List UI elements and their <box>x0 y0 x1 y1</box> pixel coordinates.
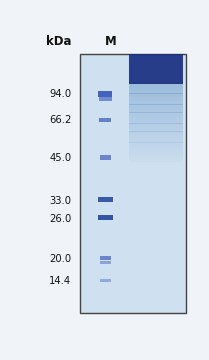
Bar <box>129 89 183 90</box>
Bar <box>99 117 111 122</box>
Bar <box>129 145 183 147</box>
Bar <box>129 160 183 162</box>
Text: 45.0: 45.0 <box>49 153 71 163</box>
Bar <box>129 152 183 154</box>
Bar <box>129 138 183 139</box>
Text: 94.0: 94.0 <box>49 90 71 99</box>
Bar <box>129 119 183 121</box>
Bar <box>129 114 183 116</box>
Bar <box>129 141 183 143</box>
Bar <box>129 133 183 135</box>
Bar <box>129 94 183 95</box>
Bar <box>129 125 183 127</box>
Bar <box>129 157 183 158</box>
Bar <box>129 116 183 117</box>
Bar <box>129 98 183 100</box>
Bar <box>129 139 183 141</box>
Bar <box>129 111 183 113</box>
Bar <box>80 54 186 314</box>
Bar <box>100 256 111 260</box>
Text: kDa: kDa <box>46 35 71 48</box>
Bar <box>129 122 183 123</box>
Bar <box>129 149 183 150</box>
Bar <box>129 144 183 146</box>
Text: 33.0: 33.0 <box>50 196 71 206</box>
Bar <box>129 86 183 87</box>
Bar <box>129 135 183 136</box>
Bar <box>129 101 183 103</box>
Bar <box>129 106 183 108</box>
Bar <box>129 87 183 89</box>
Bar <box>100 279 111 282</box>
Bar <box>129 109 183 111</box>
Bar <box>99 97 112 101</box>
Text: 20.0: 20.0 <box>49 254 71 264</box>
Bar <box>129 130 183 131</box>
Bar <box>129 54 183 84</box>
Bar <box>129 117 183 119</box>
Bar <box>129 153 183 155</box>
Bar <box>129 143 183 144</box>
Bar <box>100 261 111 264</box>
Bar <box>129 90 183 92</box>
Bar <box>100 156 111 159</box>
Text: 26.0: 26.0 <box>49 214 71 224</box>
Bar <box>129 123 183 125</box>
Bar <box>129 103 183 105</box>
Bar <box>98 91 112 97</box>
Bar <box>129 96 183 98</box>
Bar <box>129 104 183 106</box>
Bar <box>98 215 113 220</box>
Bar <box>129 150 183 152</box>
Text: 14.4: 14.4 <box>49 276 71 286</box>
Bar <box>129 128 183 130</box>
Bar <box>129 84 183 86</box>
Bar <box>129 92 183 94</box>
Bar <box>129 95 183 97</box>
Bar <box>129 136 183 138</box>
Bar <box>98 197 113 202</box>
Bar <box>129 127 183 129</box>
Bar <box>129 155 183 157</box>
Bar <box>129 147 183 149</box>
Text: 66.2: 66.2 <box>49 115 71 125</box>
Bar <box>129 158 183 160</box>
Bar <box>129 131 183 133</box>
Bar <box>129 112 183 114</box>
Bar <box>129 108 183 109</box>
Text: M: M <box>104 35 116 48</box>
Bar <box>129 82 183 84</box>
Bar <box>129 100 183 102</box>
Bar <box>129 120 183 122</box>
